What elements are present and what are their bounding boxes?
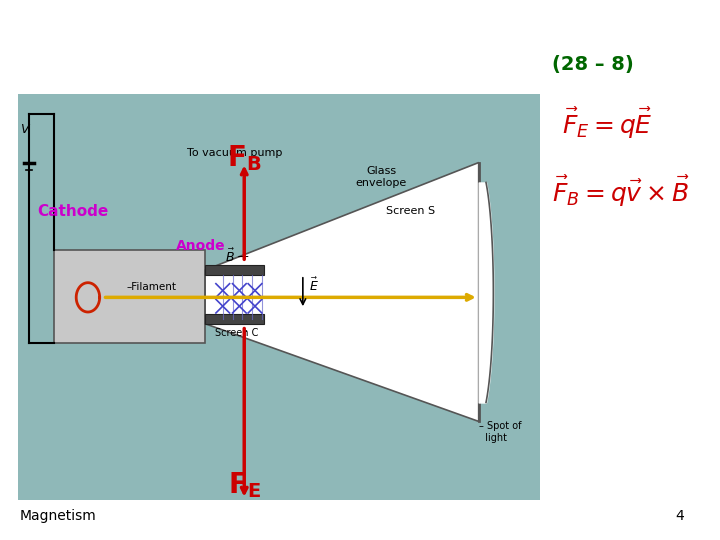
Text: $\mathbf{F_E}$: $\mathbf{F_E}$ [228,470,261,500]
Text: Anode: Anode [176,239,225,253]
Polygon shape [205,163,479,421]
Text: 4: 4 [675,509,684,523]
Text: +: + [239,250,250,263]
Text: – Spot of
  light: – Spot of light [479,421,521,443]
Text: $\vec{B}-$: $\vec{B}-$ [225,248,247,265]
Text: (28 – 8): (28 – 8) [552,55,634,74]
Text: Screen C: Screen C [215,328,258,339]
Text: $\vec{F}_E = q\vec{E}$: $\vec{F}_E = q\vec{E}$ [562,106,652,141]
Text: Glass
envelope: Glass envelope [356,166,407,188]
Text: To vacuum pump: To vacuum pump [186,148,282,158]
Bar [54,251,205,343]
Bar [17,94,540,500]
Text: V: V [19,123,28,136]
Text: Cathode: Cathode [37,204,109,219]
Text: $\mathbf{F_B}$: $\mathbf{F_B}$ [227,143,261,173]
Text: –Filament: –Filament [127,281,177,292]
Text: -: - [242,326,246,339]
Text: $\vec{F}_B = q\vec{v} \times \vec{B}$: $\vec{F}_B = q\vec{v} \times \vec{B}$ [552,174,690,210]
Bar [205,265,264,275]
Bar [205,314,264,324]
Text: $\vec{E}$: $\vec{E}$ [309,277,318,294]
Text: Screen S: Screen S [386,206,435,217]
Text: Magnetism: Magnetism [19,509,96,523]
